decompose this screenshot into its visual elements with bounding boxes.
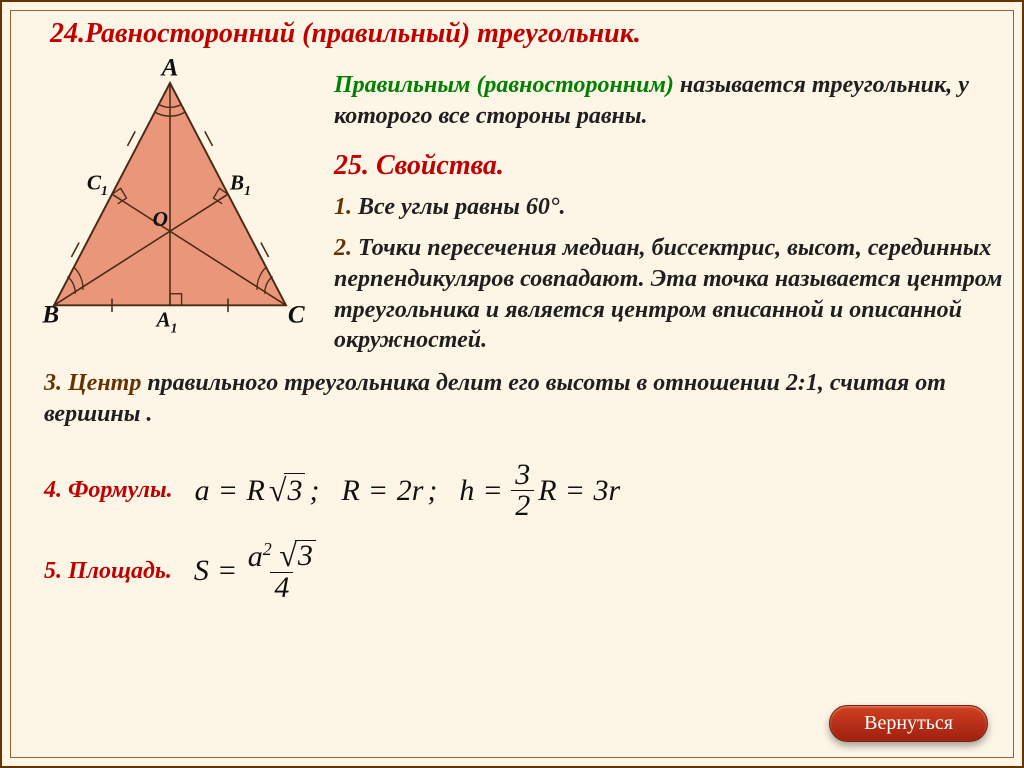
formula-a: a=R √3;	[195, 472, 320, 509]
formula-h: h= 32 R=3r	[459, 460, 620, 521]
properties-title: 25. Свойства.	[334, 150, 1004, 182]
formulas-row: 4. Формулы. a=R √3; R=2r; h= 32 R=3r	[44, 460, 1004, 521]
triangle-diagram: A B C C1 B1 A1 O	[20, 54, 320, 349]
vertex-B-label: B	[41, 302, 59, 329]
definition-text: Правильным (равносторонним) называется т…	[334, 70, 1004, 132]
property-2: 2. Точки пересечения медиан, биссектрис,…	[334, 233, 1004, 356]
property-1-head: 1.	[334, 194, 352, 220]
section-title: 24.Равносторонний (правильный) треугольн…	[50, 18, 1004, 50]
property-1: 1. Все углы равны 60°.	[334, 192, 1004, 223]
property-3: 3. Центр правильного треугольника делит …	[44, 368, 980, 430]
property-3-head: 3. Центр	[44, 370, 141, 396]
return-button[interactable]: Вернуться	[829, 705, 988, 742]
svg-text:C1: C1	[87, 170, 108, 198]
area-row: 5. Площадь. S= a2 √3 4	[44, 539, 1004, 603]
formulas-label: 4. Формулы.	[44, 477, 173, 504]
property-2-head: 2.	[334, 235, 352, 261]
area-label: 5. Площадь.	[44, 558, 172, 585]
property-3-text: правильного треугольника делит его высот…	[44, 370, 946, 427]
property-2-text: Точки пересечения медиан, биссектрис, вы…	[334, 235, 1002, 353]
svg-text:A1: A1	[154, 308, 177, 336]
definition-lead: Правильным (равносторонним)	[334, 72, 674, 98]
svg-text:B1: B1	[229, 170, 251, 198]
vertex-A-label: A	[160, 54, 179, 81]
formula-area: S= a2 √3 4	[194, 539, 318, 603]
vertex-C-label: C	[288, 302, 305, 329]
centroid-label: O	[153, 207, 168, 231]
property-1-text: Все углы равны 60°.	[358, 194, 565, 220]
formula-R: R=2r;	[341, 474, 437, 508]
